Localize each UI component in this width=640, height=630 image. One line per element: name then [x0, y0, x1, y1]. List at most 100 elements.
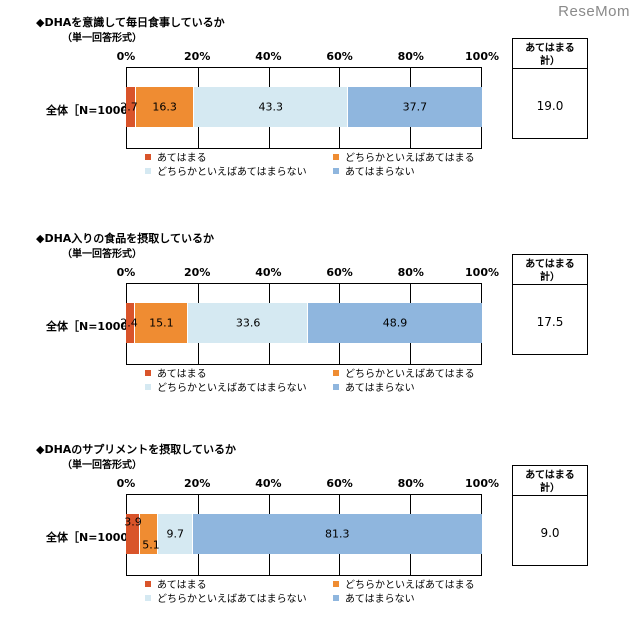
summary-header: あてはまる計） [513, 466, 587, 496]
summary-header: あてはまる計） [513, 255, 587, 285]
legend-swatch [333, 383, 339, 390]
summary-header-line: 計） [540, 272, 560, 283]
legend-item: あてはまらない [333, 590, 415, 605]
legend-item: どちらかといえばあてはまる [333, 576, 475, 591]
bar-segment-4 [192, 514, 482, 554]
bar-segment-value: 2.7 [120, 100, 138, 114]
legend-label: あてはまらない [345, 167, 415, 178]
axis-tick-label: 100% [465, 50, 499, 63]
bar-segment-4 [307, 303, 482, 343]
bar-segment-value: 3.9 [124, 515, 142, 529]
legend-swatch [333, 167, 339, 174]
bar-segment-value: 48.9 [382, 316, 408, 330]
legend-swatch [333, 594, 339, 601]
axis-tick-label: 60% [326, 50, 353, 63]
legend-label: あてはまる [157, 153, 207, 164]
legend-label: あてはまる [157, 580, 207, 591]
summary-value: 17.5 [536, 315, 564, 329]
bar-segment-value: 37.7 [402, 100, 428, 114]
axis-tick-label: 40% [255, 266, 282, 279]
legend-item: どちらかといえばあてはまる [333, 149, 475, 164]
legend-label: あてはまる [157, 369, 207, 380]
bar-segment-1 [126, 87, 136, 127]
legend-item: どちらかといえばあてはまらない [145, 590, 307, 605]
stacked-bar [126, 303, 482, 343]
axis-tick-label: 0% [116, 477, 136, 490]
summary-header-line: あてはまる [525, 43, 575, 54]
axis-tick-label: 40% [255, 50, 282, 63]
axis-tick-label: 0% [116, 266, 136, 279]
axis-tick-label: 80% [397, 266, 424, 279]
chart-title: ◆DHAを意識して毎日食事しているか [36, 16, 225, 29]
legend-label: どちらかといえばあてはまる [345, 153, 475, 164]
legend-swatch [145, 594, 151, 601]
bar-segment-value: 15.1 [149, 316, 174, 330]
stacked-bar [126, 514, 482, 554]
bar-segment-value: 81.3 [325, 527, 350, 541]
summary-header-line: あてはまる [525, 470, 575, 481]
axis-tick-label: 20% [184, 266, 211, 279]
bar-segment-3 [188, 303, 308, 343]
bar-segment-value: 16.3 [152, 100, 177, 114]
summary-value: 9.0 [540, 526, 560, 540]
legend-swatch [145, 580, 151, 587]
chart-panel: ◆DHAを意識して毎日食事しているか （単一回答形式） 0% 20% 40% 60% 80%… [0, 8, 640, 203]
legend-label: どちらかといえばあてはまらない [157, 383, 307, 394]
chart-subtitle: （単一回答形式） [62, 33, 142, 44]
chart-subtitle: （単一回答形式） [62, 460, 142, 471]
summary-box: あてはまる計） 17.5 [512, 254, 588, 355]
legend-swatch [145, 153, 151, 160]
bar-segment-value: 9.7 [166, 527, 185, 541]
legend-item: どちらかといえばあてはまらない [145, 163, 307, 178]
chart-title: ◆DHAのサプリメントを摂取しているか [36, 443, 236, 456]
summary-box: あてはまる計） 9.0 [512, 465, 588, 566]
summary-header-line: 計） [540, 56, 560, 67]
legend-swatch [333, 580, 339, 587]
legend-swatch [145, 167, 151, 174]
legend-swatch [145, 383, 151, 390]
legend-item: あてはまる [145, 365, 207, 380]
legend-swatch [333, 369, 339, 376]
legend-label: あてはまらない [345, 383, 415, 394]
row-label: 全体［N=1000］ [46, 531, 140, 544]
legend-swatch [333, 153, 339, 160]
chart-panel: ◆DHAのサプリメントを摂取しているか （単一回答形式） 0% 20% 40% 60% 80… [0, 435, 640, 630]
axis-tick-label: 20% [184, 477, 211, 490]
bar-segment-2 [139, 514, 159, 554]
axis-tick-label: 60% [326, 266, 353, 279]
row-label: 全体［N=1000］ [46, 104, 140, 117]
row-label: 全体［N=1000］ [46, 320, 140, 333]
legend-item: どちらかといえばあてはまる [333, 365, 475, 380]
summary-box: あてはまる 計） 19.0 [512, 38, 588, 139]
legend-label: どちらかといえばあてはまる [345, 580, 475, 591]
legend-label: どちらかといえばあてはまる [345, 369, 475, 380]
chart-subtitle: （単一回答形式） [62, 249, 142, 260]
bar-segment-2 [134, 303, 189, 343]
bar-segment-3 [158, 514, 193, 554]
legend-label: どちらかといえばあてはまらない [157, 167, 307, 178]
axis-tick-label: 0% [116, 50, 136, 63]
bar-segment-1 [126, 303, 135, 343]
bar-segment-4 [347, 87, 482, 127]
axis-tick-label: 60% [326, 477, 353, 490]
summary-header-line: あてはまる [525, 259, 575, 270]
summary-header: あてはまる計） [513, 39, 587, 69]
chart-panel: ◆DHA入りの食品を摂取しているか （単一回答形式） 0% 20% 40% 60% 80% 1… [0, 224, 640, 419]
bar-segment-value: 43.3 [258, 100, 283, 114]
legend-swatch [145, 369, 151, 376]
bar-segment-value: 5.1 [142, 538, 160, 552]
legend-item: あてはまる [145, 576, 207, 591]
legend-item: あてはまらない [333, 163, 415, 178]
axis-tick-label: 80% [397, 477, 424, 490]
legend-item: あてはまらない [333, 379, 415, 394]
watermark-logo: ReseMom [558, 3, 630, 20]
stacked-bar [126, 87, 482, 127]
legend-item: どちらかといえばあてはまらない [145, 379, 307, 394]
axis-tick-label: 20% [184, 50, 211, 63]
bar-segment-3 [193, 87, 348, 127]
chart-title: ◆DHA入りの食品を摂取しているか [36, 232, 214, 245]
axis-tick-label: 80% [397, 50, 424, 63]
legend-label: あてはまらない [345, 594, 415, 605]
legend-label: どちらかといえばあてはまらない [157, 594, 307, 605]
summary-header-line: 計） [540, 483, 560, 494]
